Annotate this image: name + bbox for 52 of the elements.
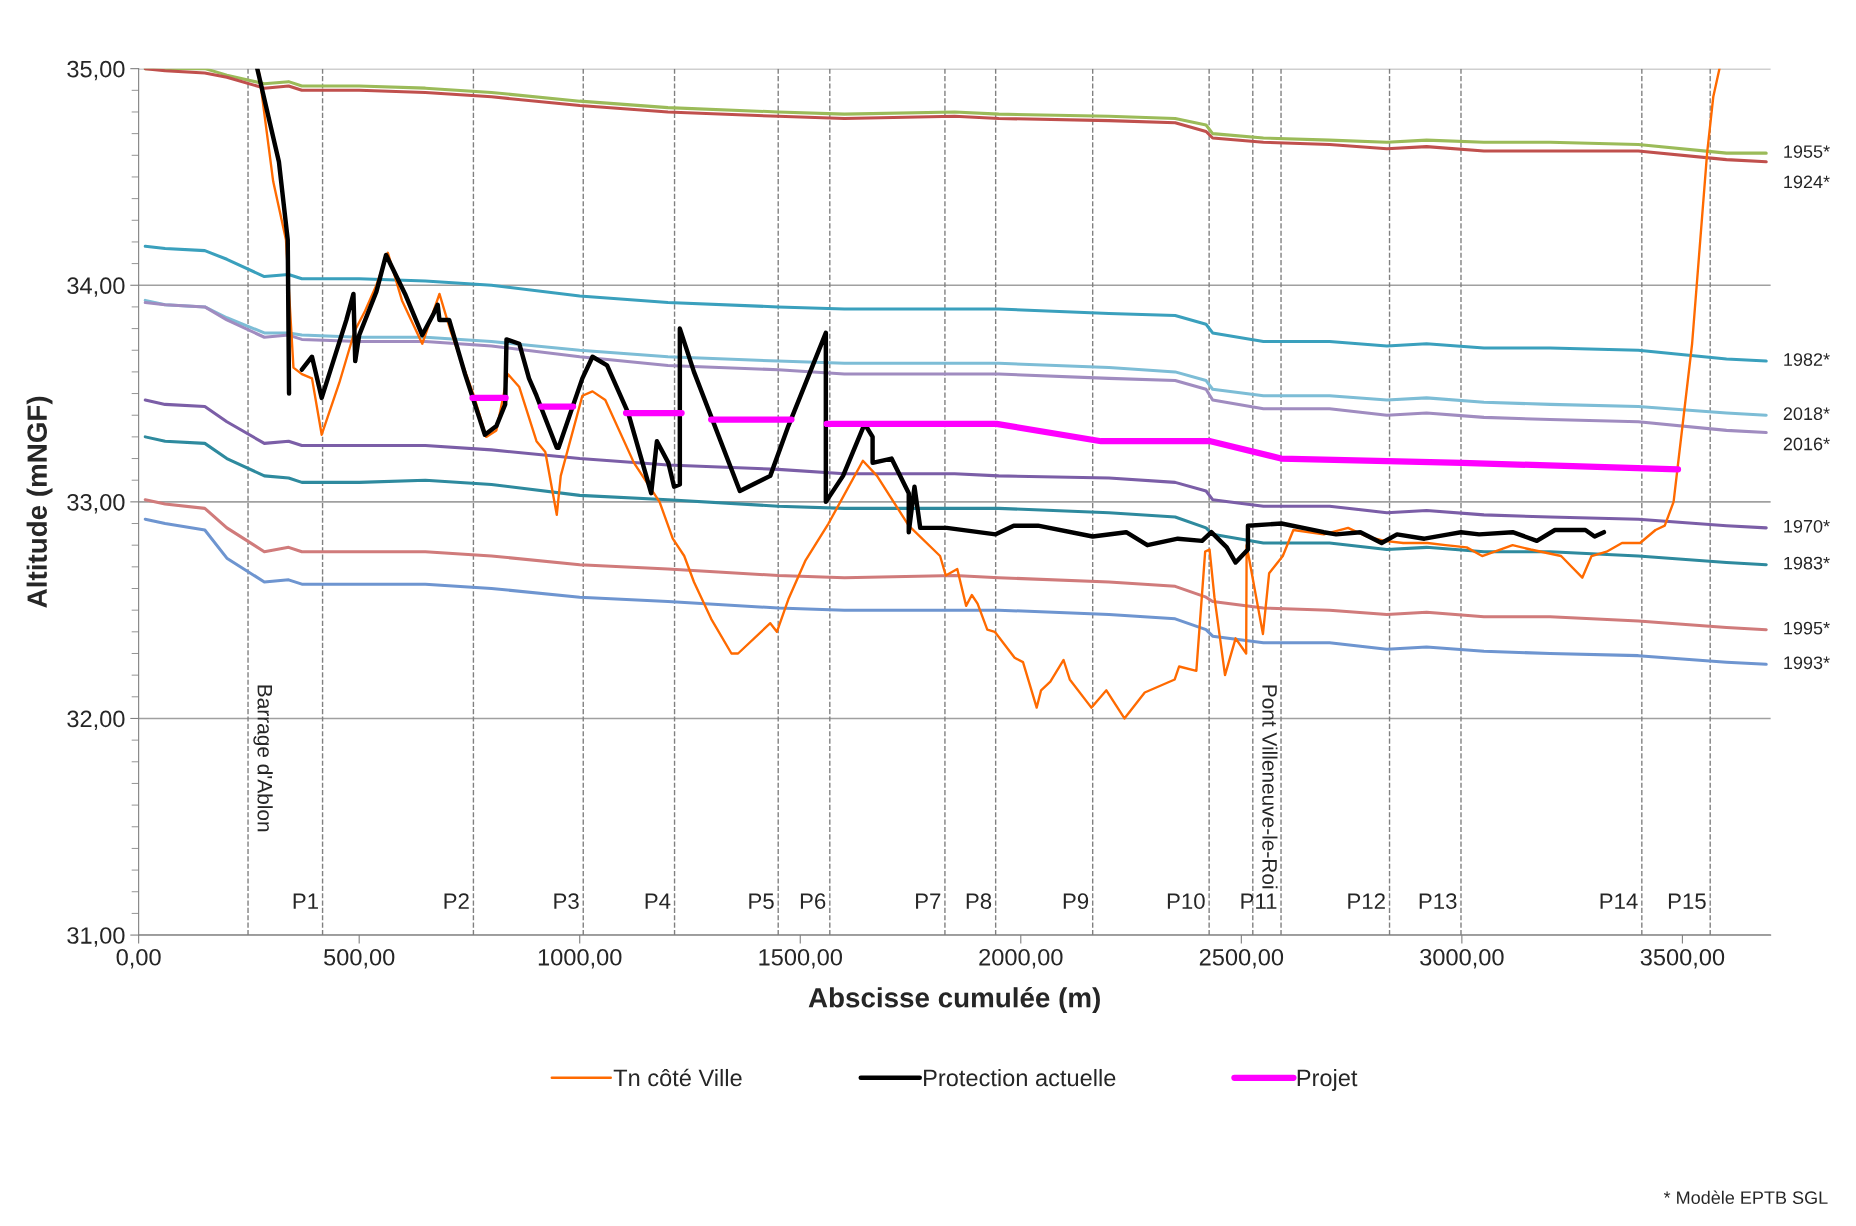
ref-line-label: P4 <box>645 893 671 909</box>
ref-line-label: P10 <box>1167 893 1205 910</box>
y-tick-label: 33,00 <box>67 493 125 514</box>
ref-line-label: P14 <box>1600 893 1638 909</box>
ref-line-label: P15 <box>1668 893 1706 910</box>
y-tick-label: 35,00 <box>67 60 125 81</box>
ref-line-label: Pont Villeneuve-le-Roi <box>1262 685 1278 889</box>
ref-line-label: Barrage d'Ablon <box>253 685 273 832</box>
series-label: 1970* <box>1784 519 1830 533</box>
x-tick-label: 500,00 <box>324 948 395 969</box>
y-tick-label: 31,00 <box>67 927 125 947</box>
y-tick-label: 34,00 <box>67 277 125 297</box>
legend-label: Protection actuelle <box>924 1068 1116 1087</box>
line-series <box>143 244 1768 363</box>
x-axis-title: Abscisse cumulée (m) <box>808 986 1100 1014</box>
series-label: 1995* <box>1784 621 1830 635</box>
series-label: 1983* <box>1784 556 1830 570</box>
line-series <box>143 298 1768 417</box>
legend-label: Tn côté Ville <box>613 1068 742 1087</box>
series-label: 1982* <box>1784 353 1830 366</box>
x-tick-label: 1000,00 <box>538 948 622 969</box>
y-tick-label: 32,00 <box>67 710 125 731</box>
ref-line-label: P1 <box>293 893 318 909</box>
ref-line-label: P2 <box>444 893 469 909</box>
line-series <box>143 498 1768 632</box>
series-label: 2016* <box>1783 437 1830 451</box>
ref-line-label: P8 <box>966 893 992 910</box>
x-tick-label: 2500,00 <box>1199 948 1284 969</box>
ref-line-label: P9 <box>1063 893 1089 910</box>
legend-label: Projet <box>1297 1068 1358 1091</box>
ref-line-label: P11 <box>1241 893 1277 909</box>
text: * Modèle EPTB SGL <box>1663 1190 1828 1205</box>
x-tick-label: 2000,00 <box>979 948 1063 969</box>
x-tick-label: 3500,00 <box>1640 948 1725 969</box>
line-series <box>143 301 1768 435</box>
ref-line-label: P13 <box>1419 893 1457 910</box>
series-label: 1993* <box>1784 656 1830 670</box>
x-tick-label: 1500,00 <box>759 948 843 969</box>
line-series <box>143 398 1768 530</box>
series-label: 2018* <box>1783 407 1830 421</box>
ref-line-label: P7 <box>916 893 941 909</box>
x-tick-label: 3000,00 <box>1420 948 1504 969</box>
y-axis-title: Altitude (mNGF) <box>26 396 53 608</box>
series-label: 1955* <box>1784 145 1830 158</box>
ref-line-label: P12 <box>1348 893 1385 909</box>
ref-line-label: P3 <box>554 893 579 910</box>
series-label: 1924* <box>1784 175 1830 189</box>
x-tick-label: 0,00 <box>116 948 161 969</box>
ref-line-label: P5 <box>749 893 774 910</box>
ref-line-label: P6 <box>800 893 826 910</box>
line-series <box>143 517 1768 666</box>
line-series <box>143 435 1768 567</box>
